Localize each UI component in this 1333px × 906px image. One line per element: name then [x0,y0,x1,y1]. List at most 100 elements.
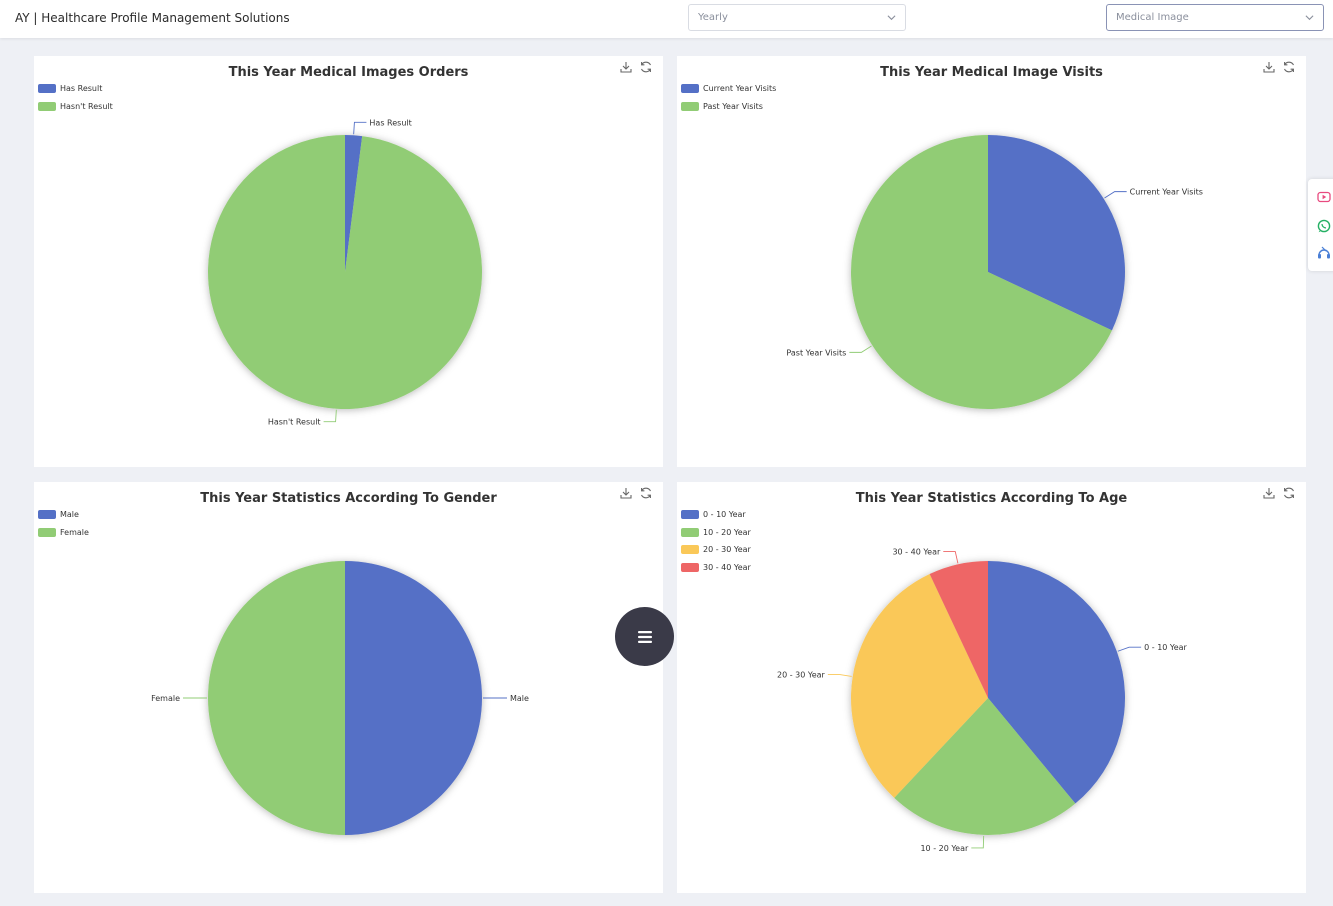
legend-item[interactable]: Past Year Visits [681,98,776,116]
chart-legend: Male Female [38,506,89,541]
legend-swatch [681,545,699,555]
legend-item[interactable]: Hasn't Result [38,98,113,116]
legend-label: Hasn't Result [60,101,113,111]
pie-chart: Male Female [151,561,529,835]
legend-label: Current Year Visits [703,84,777,94]
pie-label: Past Year Visits [786,348,846,357]
pie-label: Hasn't Result [268,418,321,427]
legend-item[interactable]: Female [38,524,89,542]
legend-item[interactable]: Current Year Visits [681,80,776,98]
pie-slice[interactable] [345,561,482,835]
pie-label-line [849,345,872,353]
category-select[interactable]: Medical Image [1106,4,1324,31]
chart-legend: Current Year Visits Past Year Visits [681,80,776,115]
refresh-icon[interactable] [639,60,653,74]
legend-item[interactable]: 0 - 10 Year [681,506,751,524]
legend-label: 10 - 20 Year [703,527,751,537]
pie-label: Male [510,694,529,703]
chart-title: This Year Statistics According To Gender [200,491,497,506]
download-icon[interactable] [619,486,633,500]
pie-label-line [353,121,367,135]
gender-chart-card: This Year Statistics According To Gender… [34,482,663,893]
pie-label-line [323,409,337,423]
period-select[interactable]: Yearly [688,4,906,31]
legend-item[interactable]: 20 - 30 Year [681,541,751,559]
pie-slice[interactable] [208,135,483,409]
pie-label: Has Result [369,118,411,127]
chart-title: This Year Statistics According To Age [855,491,1128,506]
pie-label: 20 - 30 Year [777,671,826,680]
download-icon[interactable] [1262,486,1276,500]
chart-legend: Has Result Hasn't Result [38,80,113,115]
legend-label: Female [60,527,89,537]
legend-swatch [681,101,699,111]
age-chart-card: This Year Statistics According To Age 0 … [677,482,1306,893]
pie-label: 10 - 20 Year [920,844,969,853]
app-title: AY | Healthcare Profile Management Solut… [15,11,290,25]
orders-chart-card: This Year Medical Images Orders Has Resu… [34,56,663,467]
refresh-icon[interactable] [1282,486,1296,500]
legend-swatch [681,527,699,537]
legend-swatch [38,84,56,94]
legend-swatch [681,562,699,572]
chart-title: This Year Medical Image Visits [880,65,1103,80]
pie-slice[interactable] [988,561,1125,804]
top-bar: AY | Healthcare Profile Management Solut… [0,0,1333,38]
refresh-icon[interactable] [1282,60,1296,74]
pie-slice[interactable] [988,135,1125,331]
chart-title: This Year Medical Images Orders [228,65,469,80]
pie-chart: Current Year Visits Past Year Visits [786,135,1203,409]
legend-label: Past Year Visits [703,101,763,111]
legend-item[interactable]: Has Result [38,80,113,98]
pie-slice[interactable] [851,574,988,798]
refresh-icon[interactable] [639,486,653,500]
pie-slices [208,561,482,835]
legend-label: 20 - 30 Year [703,545,751,555]
youtube-icon[interactable] [1316,189,1332,205]
pie-slices [851,561,1125,835]
legend-label: Has Result [60,84,103,94]
support-icon[interactable] [1316,245,1332,261]
pie-label-line [1117,646,1142,652]
pie-label-line [943,551,959,564]
pie-label: Female [151,694,180,703]
pie-slice[interactable] [894,698,1076,835]
pie-slice[interactable] [345,135,363,272]
chart-legend: 0 - 10 Year 10 - 20 Year 20 - 30 Year 30… [681,506,751,576]
legend-label: 30 - 40 Year [703,562,751,572]
pie-label-line [971,835,985,849]
pie-label-line [827,674,852,677]
pie-label: Current Year Visits [1130,188,1203,197]
pie-slice[interactable] [208,561,345,835]
pie-slices [851,135,1125,409]
pie-slice[interactable] [851,135,1112,409]
category-select-value: Medical Image [1116,12,1189,23]
pie-slice[interactable] [929,561,988,698]
legend-label: 0 - 10 Year [703,510,746,520]
legend-swatch [38,101,56,111]
pie-label: 0 - 10 Year [1144,643,1187,652]
pie-label: 30 - 40 Year [892,548,941,557]
visits-chart-card: This Year Medical Image Visits Current Y… [677,56,1306,467]
legend-swatch [38,527,56,537]
whatsapp-icon[interactable] [1316,218,1332,234]
chevron-down-icon [1305,15,1314,21]
pie-label-line [1104,191,1127,199]
menu-icon [637,630,652,643]
period-select-value: Yearly [698,12,728,23]
legend-swatch [38,510,56,520]
pie-slices [208,135,483,409]
legend-item[interactable]: 30 - 40 Year [681,559,751,577]
legend-label: Male [60,510,79,520]
legend-item[interactable]: Male [38,506,89,524]
download-icon[interactable] [619,60,633,74]
side-dock [1308,179,1333,271]
floating-menu-button[interactable] [615,607,674,666]
pie-chart: Has Result Hasn't Result [208,118,483,427]
pie-chart: 0 - 10 Year 10 - 20 Year 20 - 30 Year 30 - … [777,548,1188,853]
download-icon[interactable] [1262,60,1276,74]
legend-swatch [681,84,699,94]
chevron-down-icon [887,15,896,21]
legend-swatch [681,510,699,520]
legend-item[interactable]: 10 - 20 Year [681,524,751,542]
